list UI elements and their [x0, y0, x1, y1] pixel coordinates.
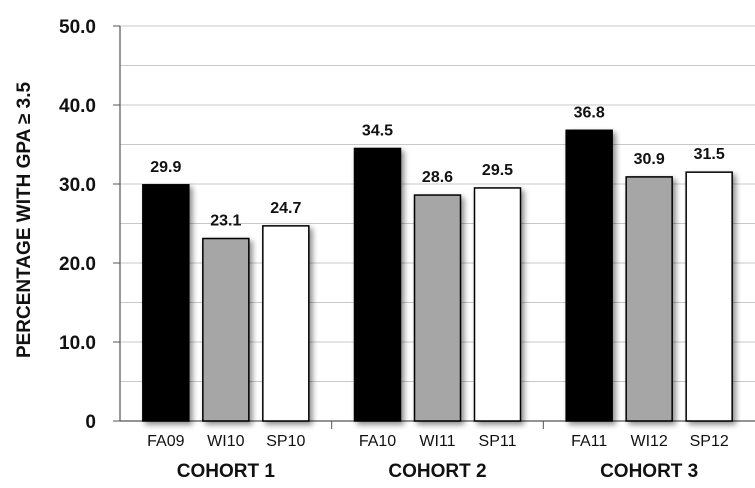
category-label: WI11 [419, 433, 455, 450]
bar-sp12 [685, 171, 733, 422]
bar-fa10 [353, 147, 402, 422]
bar-fa09 [142, 184, 190, 422]
category-label: WI10 [207, 433, 244, 450]
y-tick-label: 30.0 [59, 175, 96, 196]
data-label: 31.5 [694, 146, 725, 163]
category-label: WI12 [630, 433, 667, 450]
data-label: 28.6 [422, 169, 453, 186]
y-tick-label: 20.0 [59, 254, 96, 275]
data-label: 29.9 [150, 159, 181, 176]
data-label: 36.8 [574, 104, 605, 121]
bar-wi12 [625, 176, 673, 422]
y-tick-label: 10.0 [59, 333, 96, 354]
category-label: SP12 [690, 433, 729, 450]
data-label: 34.5 [362, 122, 393, 139]
bar-fa11 [565, 129, 613, 422]
y-tick-label: 50.0 [59, 17, 96, 38]
bar-wi10 [202, 237, 250, 422]
category-label: FA11 [571, 433, 607, 450]
group-label: COHORT 2 [388, 461, 486, 482]
bar-sp10 [262, 225, 310, 422]
data-label: 24.7 [270, 200, 301, 217]
group-label: COHORT 1 [177, 461, 276, 482]
category-label: FA09 [147, 433, 184, 450]
bar-sp11 [473, 187, 522, 422]
labels: 0 10.0 20.0 30.0 40.0 50.0 29.9 FA09 23.1 WI10 24.… [59, 17, 729, 482]
y-tick-label: 0 [85, 412, 96, 433]
category-label: FA10 [359, 433, 396, 450]
data-label: 29.5 [482, 162, 513, 179]
data-label: 23.1 [210, 213, 241, 230]
group-label: COHORT 3 [600, 461, 698, 482]
category-label: SP10 [266, 433, 305, 450]
y-axis-label: PERCENTAGE WITH GPA ≥ 3.5 [14, 82, 35, 359]
data-label: 30.9 [634, 151, 665, 168]
category-label: SP11 [479, 433, 517, 450]
bar-wi11 [413, 194, 462, 422]
bars [142, 129, 733, 422]
y-tick-label: 40.0 [59, 96, 96, 117]
